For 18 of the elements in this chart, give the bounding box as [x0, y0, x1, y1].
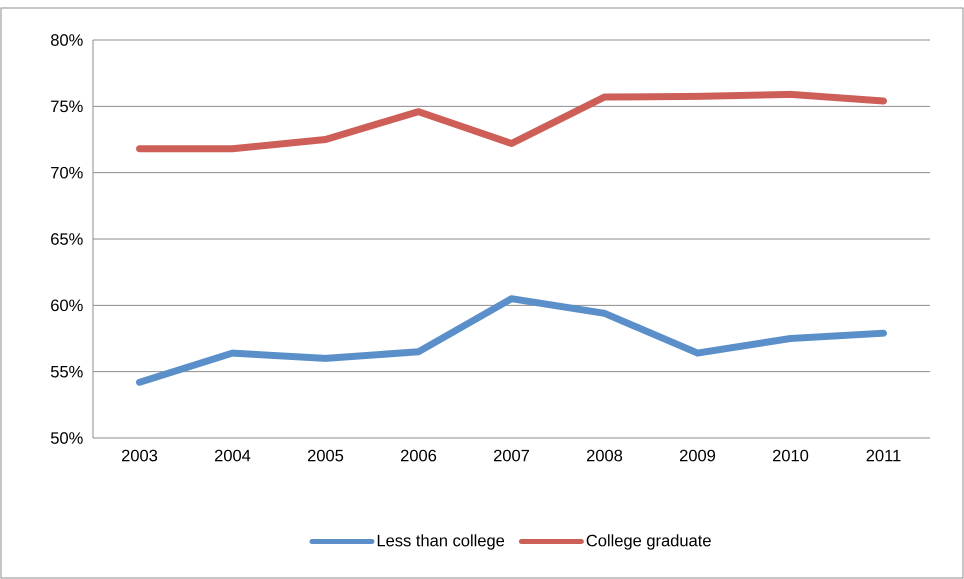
y-tick-label: 50% — [50, 432, 83, 444]
legend-label: College graduate — [586, 534, 711, 550]
legend-label: Less than college — [378, 534, 504, 550]
x-tick-label: 2005 — [308, 450, 344, 462]
y-tick-label: 55% — [50, 366, 83, 378]
x-tick-label: 2003 — [122, 450, 158, 462]
x-tick-label: 2010 — [772, 450, 808, 462]
y-tick-label: 75% — [51, 100, 83, 112]
x-tick-label: 2009 — [680, 450, 716, 462]
x-tick-label: 2011 — [866, 450, 900, 462]
x-tick-label: 2008 — [586, 450, 622, 462]
y-tick-label: 80% — [51, 34, 83, 46]
y-tick-label: 65% — [51, 233, 83, 245]
y-tick-label: 70% — [51, 166, 83, 179]
y-tick-label: 60% — [51, 299, 83, 312]
x-tick-label: 2007 — [494, 450, 530, 462]
x-tick-label: 2004 — [214, 450, 250, 462]
x-tick-label: 2006 — [400, 450, 436, 462]
